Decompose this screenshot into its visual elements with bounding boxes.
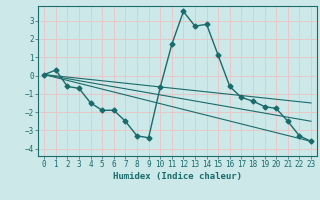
X-axis label: Humidex (Indice chaleur): Humidex (Indice chaleur) xyxy=(113,172,242,181)
